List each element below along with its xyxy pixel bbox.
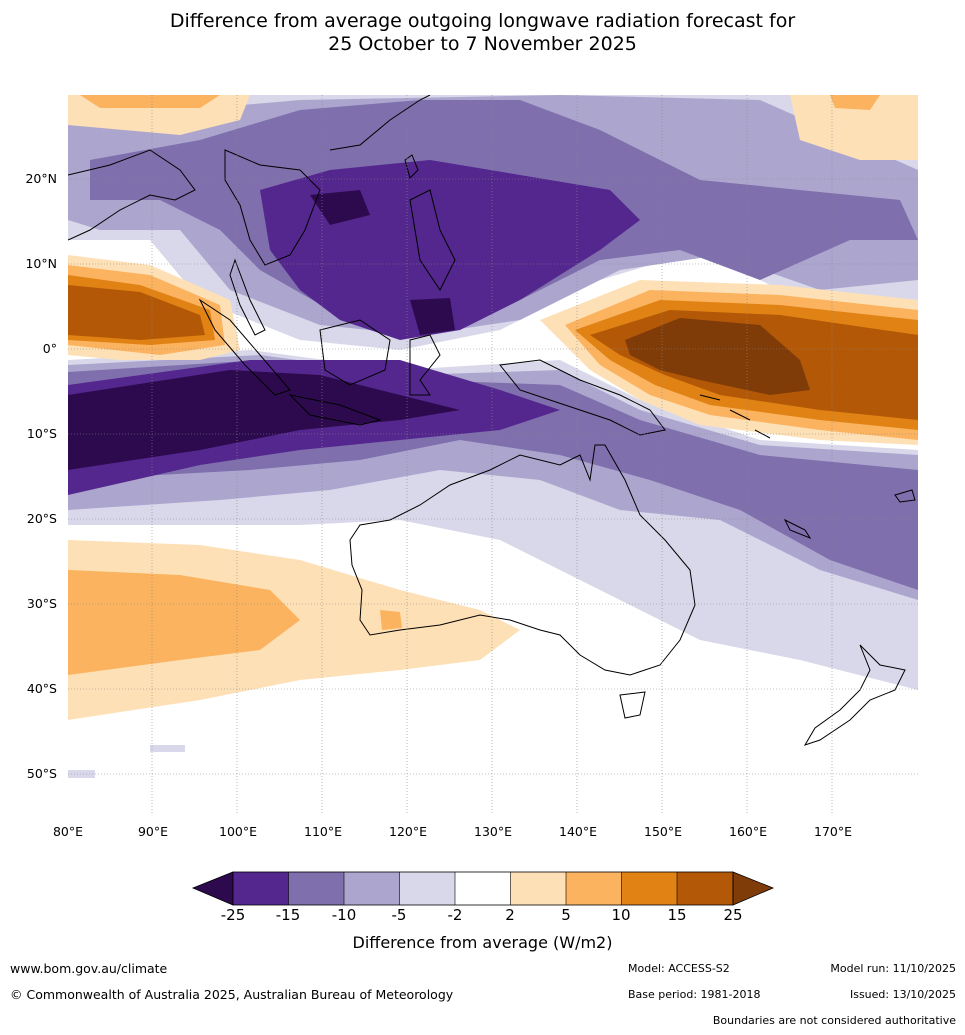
lon-label-100e: 100°E bbox=[218, 824, 258, 839]
lon-label-80e: 80°E bbox=[52, 824, 84, 839]
colorbar-tick: -25 bbox=[220, 906, 246, 924]
colorbar-tick: -2 bbox=[447, 906, 463, 924]
australia-coast bbox=[349, 444, 696, 676]
new-guinea-coast bbox=[499, 359, 666, 436]
model-run-text: Model run: 11/10/2025 bbox=[830, 962, 956, 975]
indochina-coast bbox=[224, 149, 321, 266]
lon-label-160e: 160°E bbox=[728, 824, 768, 839]
lon-label-150e: 150°E bbox=[643, 824, 683, 839]
pacific-positive-extreme bbox=[625, 318, 810, 395]
lon-label-90e: 90°E bbox=[137, 824, 169, 839]
java-coast bbox=[288, 394, 382, 426]
south-light-patch-2 bbox=[68, 770, 95, 778]
lat-label-0: 0° bbox=[42, 341, 57, 356]
coastlines bbox=[68, 95, 916, 746]
band-maritime-core bbox=[310, 190, 370, 225]
lon-label-130e: 130°E bbox=[473, 824, 513, 839]
new-zealand-coast bbox=[803, 644, 906, 746]
lat-label-10n: 10°N bbox=[25, 256, 57, 271]
colorbar-tick: -10 bbox=[331, 906, 357, 924]
chart-title: Difference from average outgoing longwav… bbox=[0, 10, 965, 56]
colorbar-tick: 5 bbox=[561, 906, 571, 924]
sulawesi-coast bbox=[409, 334, 441, 396]
colorbar-tick: 2 bbox=[505, 906, 515, 924]
lat-label-10s: 10°S bbox=[26, 426, 57, 441]
colorbar-label: Difference from average (W/m2) bbox=[352, 933, 613, 952]
south-positive-mid bbox=[68, 570, 300, 675]
colorbar-tick: 15 bbox=[667, 906, 687, 924]
lat-label-20s: 20°S bbox=[26, 511, 57, 526]
tasmania-coast bbox=[619, 691, 646, 719]
lon-label-170e: 170°E bbox=[813, 824, 853, 839]
issued-text: Issued: 13/10/2025 bbox=[849, 988, 956, 1001]
colorbar-tick: -15 bbox=[275, 906, 301, 924]
title-line-2: 25 October to 7 November 2025 bbox=[328, 33, 637, 55]
lat-label-40s: 40°S bbox=[26, 681, 57, 696]
solomons bbox=[699, 394, 771, 439]
lat-label-50s: 50°S bbox=[26, 766, 57, 781]
philippines-coast bbox=[409, 189, 456, 291]
china-coast bbox=[329, 95, 431, 151]
borneo-coast bbox=[319, 319, 391, 386]
anomaly-field bbox=[68, 95, 918, 815]
south-light-patch-1 bbox=[150, 745, 185, 752]
colorbar-tick: 25 bbox=[723, 906, 743, 924]
lon-label-110e: 110°E bbox=[303, 824, 343, 839]
new-caledonia bbox=[783, 518, 812, 540]
website-link[interactable]: www.bom.gov.au/climate bbox=[10, 961, 168, 976]
lon-label-120e: 120°E bbox=[388, 824, 428, 839]
lat-label-30s: 30°S bbox=[26, 596, 57, 611]
north-positive-2 bbox=[790, 95, 918, 160]
disclaimer-text: Boundaries are not considered authoritat… bbox=[712, 1014, 956, 1027]
lon-label-140e: 140°E bbox=[558, 824, 598, 839]
lat-label-20n: 20°N bbox=[25, 171, 57, 186]
malay-peninsula bbox=[229, 258, 266, 336]
graticule bbox=[68, 95, 918, 815]
colorbar-tick: -5 bbox=[391, 906, 407, 924]
india-coast bbox=[68, 149, 196, 241]
north-positive-1b bbox=[80, 95, 220, 108]
north-positive-2b bbox=[830, 95, 880, 110]
band-south-core bbox=[68, 370, 460, 470]
base-period-text: Base period: 1981-2018 bbox=[628, 988, 761, 1001]
band-maritime-core-2 bbox=[410, 298, 455, 335]
title-line-1: Difference from average outgoing longwav… bbox=[169, 10, 796, 32]
model-text: Model: ACCESS-S2 bbox=[628, 962, 730, 975]
fiji bbox=[894, 489, 916, 503]
south-positive-patch bbox=[380, 610, 402, 630]
copyright-text: © Commonwealth of Australia 2025, Austra… bbox=[10, 987, 454, 1002]
taiwan-coast bbox=[404, 154, 419, 179]
indian-positive-core bbox=[68, 285, 205, 340]
sumatra-coast bbox=[198, 298, 291, 396]
colorbar-tick: 10 bbox=[611, 906, 631, 924]
